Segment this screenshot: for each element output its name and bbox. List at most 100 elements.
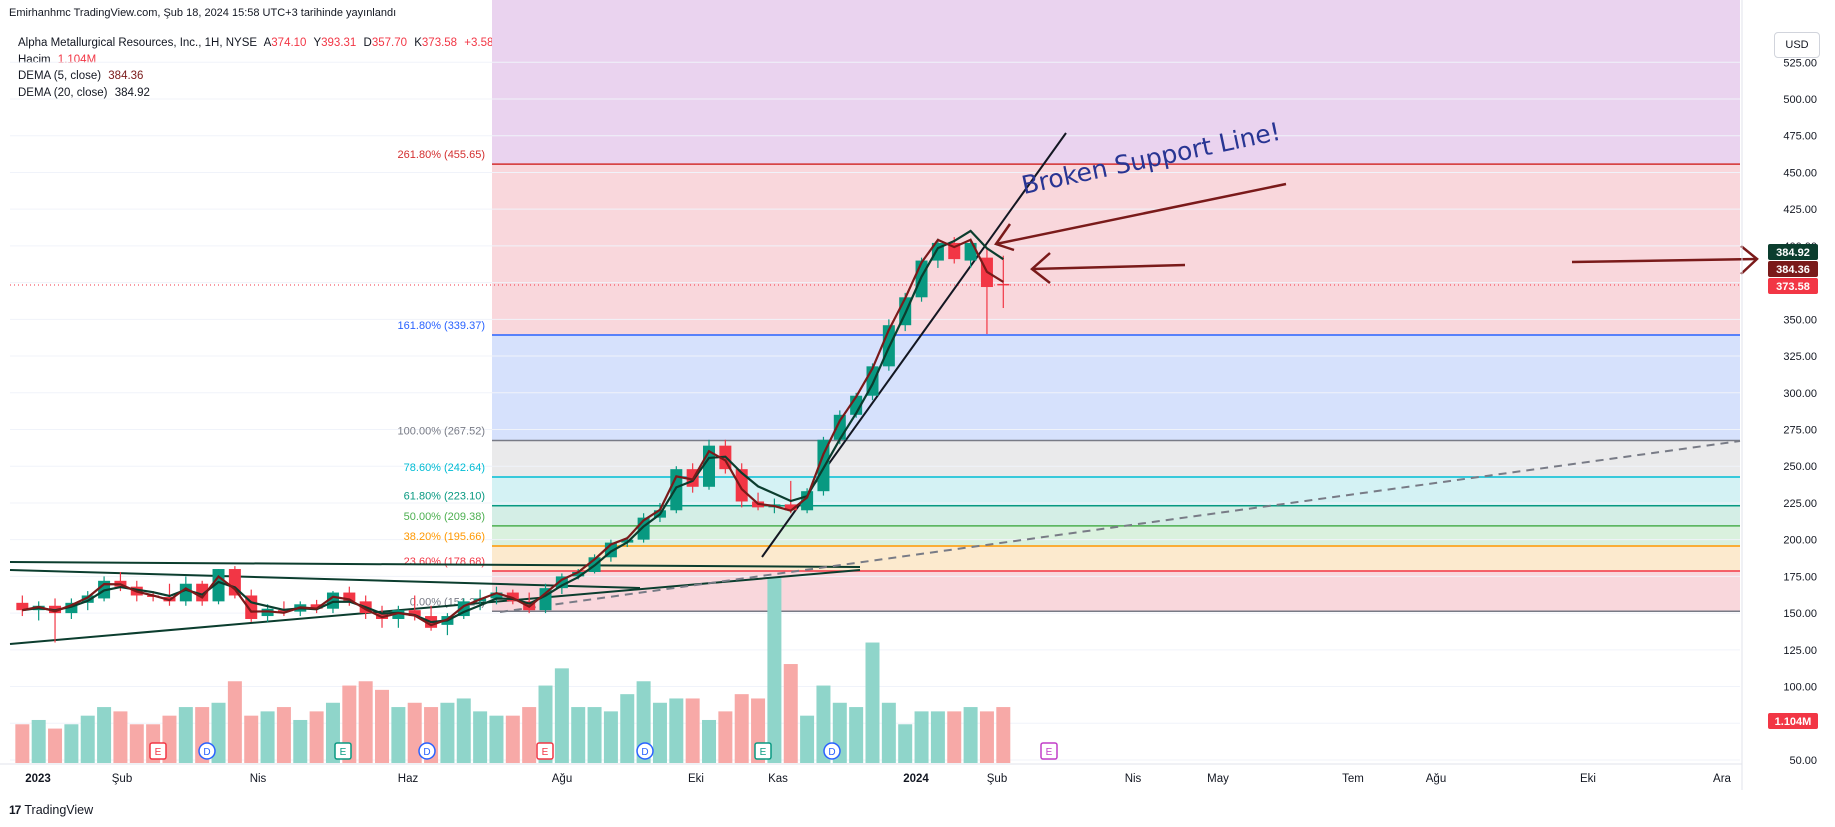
dividend-icon[interactable] — [198, 742, 216, 760]
earnings-icon[interactable] — [754, 742, 772, 760]
arrow-price-right-head — [1740, 245, 1759, 275]
price-axis: 525.00500.00475.00450.00425.00400.00375.… — [1741, 0, 1818, 790]
annotations — [994, 182, 1759, 284]
volume-bar — [865, 642, 880, 763]
volume-bar — [522, 707, 537, 763]
candle-body — [343, 592, 356, 602]
volume-bar — [685, 698, 700, 763]
event-marker-letter: D — [423, 747, 430, 758]
candle-body — [310, 604, 323, 609]
candle-body — [997, 283, 1010, 286]
candle-body — [735, 469, 748, 502]
event-marker-letter: D — [203, 747, 210, 758]
arrow-broken-support — [995, 182, 1287, 246]
volume-bar — [816, 685, 831, 763]
price-tick-label: 275.00 — [1783, 425, 1817, 437]
time-axis: 2023 Şub Nis Haz Ağu Eki Kas 2024 Şub Nis May Tem Ağ… — [0, 763, 1742, 785]
candle-body — [392, 610, 405, 619]
volume-bar — [849, 707, 864, 763]
trendline-upper-flat — [9, 561, 861, 568]
time-tick-label: Haz — [398, 773, 419, 785]
volume-bar — [587, 707, 602, 763]
fib-zone — [492, 334, 1740, 441]
arrow-price-right — [1571, 257, 1758, 264]
price-tick-label: 125.00 — [1783, 645, 1817, 657]
volume-bar — [309, 711, 324, 763]
legend-dema20-row[interactable]: DEMA (20, close) 384.92 — [18, 85, 548, 102]
earnings-icon[interactable] — [334, 742, 352, 760]
price-tick-label: 150.00 — [1783, 608, 1817, 620]
time-tick-label: Nis — [1125, 773, 1142, 785]
dema5-value: 384.36 — [108, 70, 144, 82]
candle-body — [408, 610, 421, 617]
low-label: D — [363, 37, 372, 49]
high-value: 393.31 — [321, 37, 357, 49]
fib-level-label: 78.60% (242.64) — [404, 462, 485, 474]
time-tick-label: Eki — [1580, 773, 1596, 785]
volume-bar — [881, 702, 896, 763]
candle-body — [212, 569, 225, 602]
legend-dema5-row[interactable]: DEMA (5, close) 384.36 — [18, 68, 548, 85]
candle-body — [81, 595, 94, 603]
volume-bar — [244, 715, 259, 763]
volume-bar — [554, 668, 569, 763]
candle-body — [817, 439, 830, 492]
tradingview-mark-icon: 17 — [9, 803, 21, 817]
dividend-icon[interactable] — [823, 742, 841, 760]
volume-bar — [718, 711, 733, 763]
dividend-icon[interactable] — [418, 742, 436, 760]
volume-bar — [767, 578, 782, 763]
time-tick-label: Kas — [768, 773, 788, 785]
candle-body — [16, 602, 29, 611]
volume-bar — [963, 707, 978, 763]
volume-bar — [914, 711, 929, 763]
event-marker-letter: E — [1046, 747, 1053, 758]
fib-level-label: 261.80% (455.65) — [398, 149, 485, 161]
price-tick-label: 50.00 — [1789, 755, 1817, 767]
time-tick-label: Ara — [1713, 773, 1732, 785]
volume-bar — [473, 711, 488, 763]
candle-body — [490, 592, 503, 599]
earnings-icon[interactable] — [1040, 742, 1058, 760]
price-badge — [1768, 261, 1818, 277]
symbol-name[interactable]: Alpha Metallurgical Resources, Inc., 1H,… — [18, 37, 258, 49]
fib-zone — [492, 164, 1740, 335]
candle-body — [179, 583, 192, 602]
volume-badge-label: 1.104M — [1775, 716, 1812, 728]
volume-bar — [407, 702, 422, 763]
time-tick-label: Eki — [688, 773, 704, 785]
volume-bar — [996, 707, 1011, 763]
volume-bar — [440, 702, 455, 763]
currency-button[interactable]: USD — [1774, 32, 1820, 58]
volume-bar — [571, 707, 586, 763]
candle-body — [555, 576, 568, 589]
volume-bar — [48, 728, 63, 763]
volume-bar — [97, 707, 112, 763]
price-tick-label: 250.00 — [1783, 461, 1817, 473]
event-marker-letter: D — [828, 747, 835, 758]
price-badge-label: 373.58 — [1776, 281, 1810, 293]
volume-badge — [1768, 713, 1818, 729]
dema20-value: 384.92 — [114, 86, 150, 99]
candle-body — [539, 588, 552, 611]
dividend-icon[interactable] — [636, 742, 654, 760]
earnings-icon[interactable] — [149, 742, 167, 760]
fib-zone — [492, 525, 1740, 547]
volume-bar — [603, 711, 618, 763]
time-tick-label: Şub — [987, 773, 1007, 785]
time-tick-label: Tem — [1342, 773, 1364, 785]
close-label: K — [414, 37, 422, 49]
candle-body — [245, 595, 258, 619]
fib-level-label: 61.80% (223.10) — [404, 491, 485, 503]
price-badge-label: 384.92 — [1776, 247, 1810, 259]
chart-legend: Alpha Metallurgical Resources, Inc., 1H,… — [18, 35, 548, 101]
time-tick-label: 2023 — [25, 773, 51, 785]
price-tick-label: 200.00 — [1783, 535, 1817, 547]
tradingview-logo-text: TradingView — [24, 803, 94, 817]
volume-bar — [489, 715, 504, 763]
earnings-icon[interactable] — [536, 742, 554, 760]
volume-bar — [276, 707, 291, 763]
volume-bar — [620, 694, 635, 763]
tradingview-logo[interactable]: 17 TradingView — [9, 803, 93, 817]
